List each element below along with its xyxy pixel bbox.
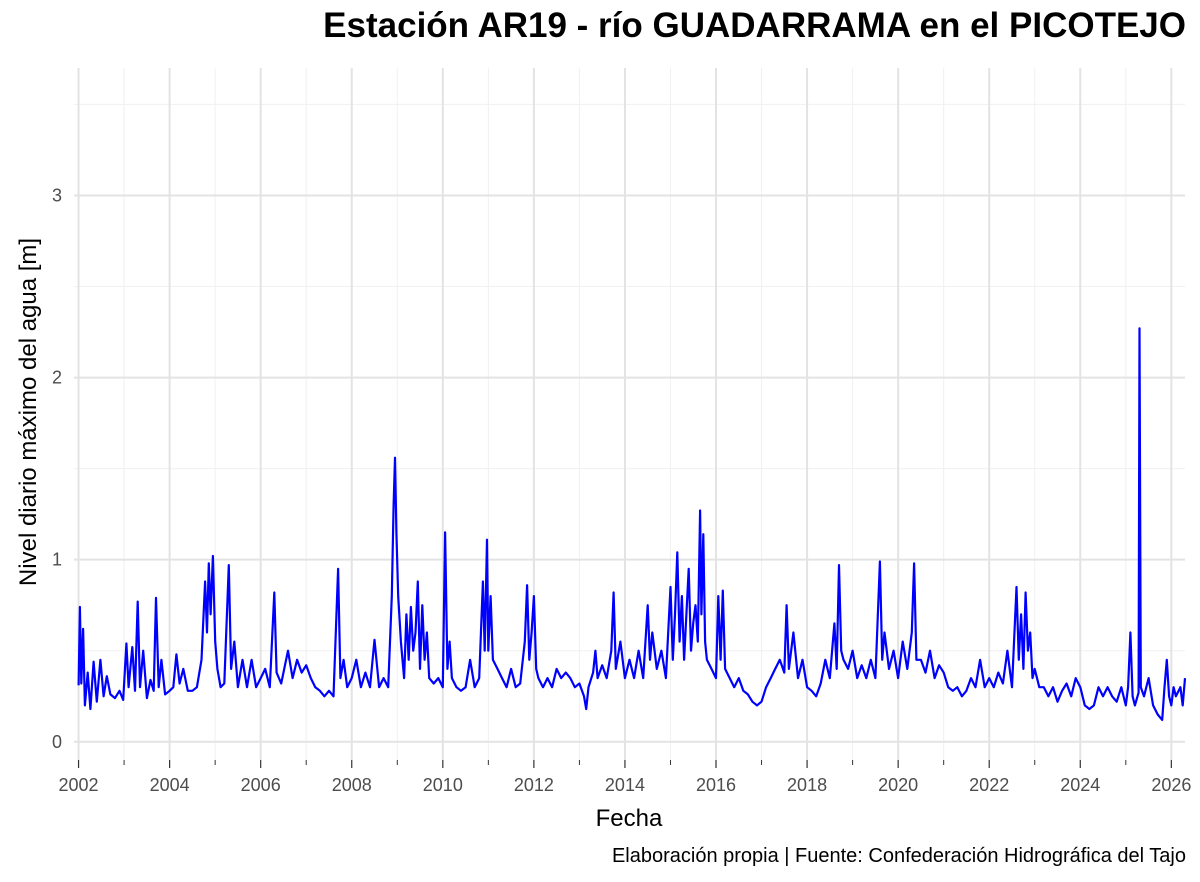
x-tick-label: 2010 xyxy=(423,775,463,795)
y-tick-label: 2 xyxy=(52,368,62,388)
x-tick-label: 2026 xyxy=(1151,775,1191,795)
y-tick-label: 0 xyxy=(52,732,62,752)
x-tick-label: 2008 xyxy=(332,775,372,795)
grid-lines xyxy=(74,68,1185,760)
water-level-line xyxy=(77,327,1187,721)
x-axis-ticks: 2002 2004 2006 2008 2010 2012 2014 2016 2018 2020… xyxy=(59,760,1191,795)
x-tick-label: 2014 xyxy=(605,775,645,795)
chart-title: Estación AR19 - río GUADARRAMA en el PIC… xyxy=(323,6,1186,45)
chart-caption: Elaboración propia | Fuente: Confederaci… xyxy=(611,845,1186,867)
x-tick-label: 2016 xyxy=(696,775,736,795)
x-tick-label: 2020 xyxy=(878,775,918,795)
x-tick-label: 2018 xyxy=(787,775,827,795)
y-tick-label: 3 xyxy=(52,185,62,205)
x-tick-label: 2024 xyxy=(1060,775,1100,795)
x-axis-title: Fecha xyxy=(596,805,663,832)
y-axis-title: Nivel diario máximo del agua [m] xyxy=(15,238,42,586)
x-tick-label: 2004 xyxy=(150,775,190,795)
x-tick-label: 2006 xyxy=(241,775,281,795)
x-tick-label: 2002 xyxy=(59,775,99,795)
x-tick-label: 2022 xyxy=(969,775,1009,795)
y-tick-label: 1 xyxy=(52,550,62,570)
x-tick-label: 2012 xyxy=(514,775,554,795)
y-axis-ticks: 0 1 2 3 xyxy=(52,185,62,751)
